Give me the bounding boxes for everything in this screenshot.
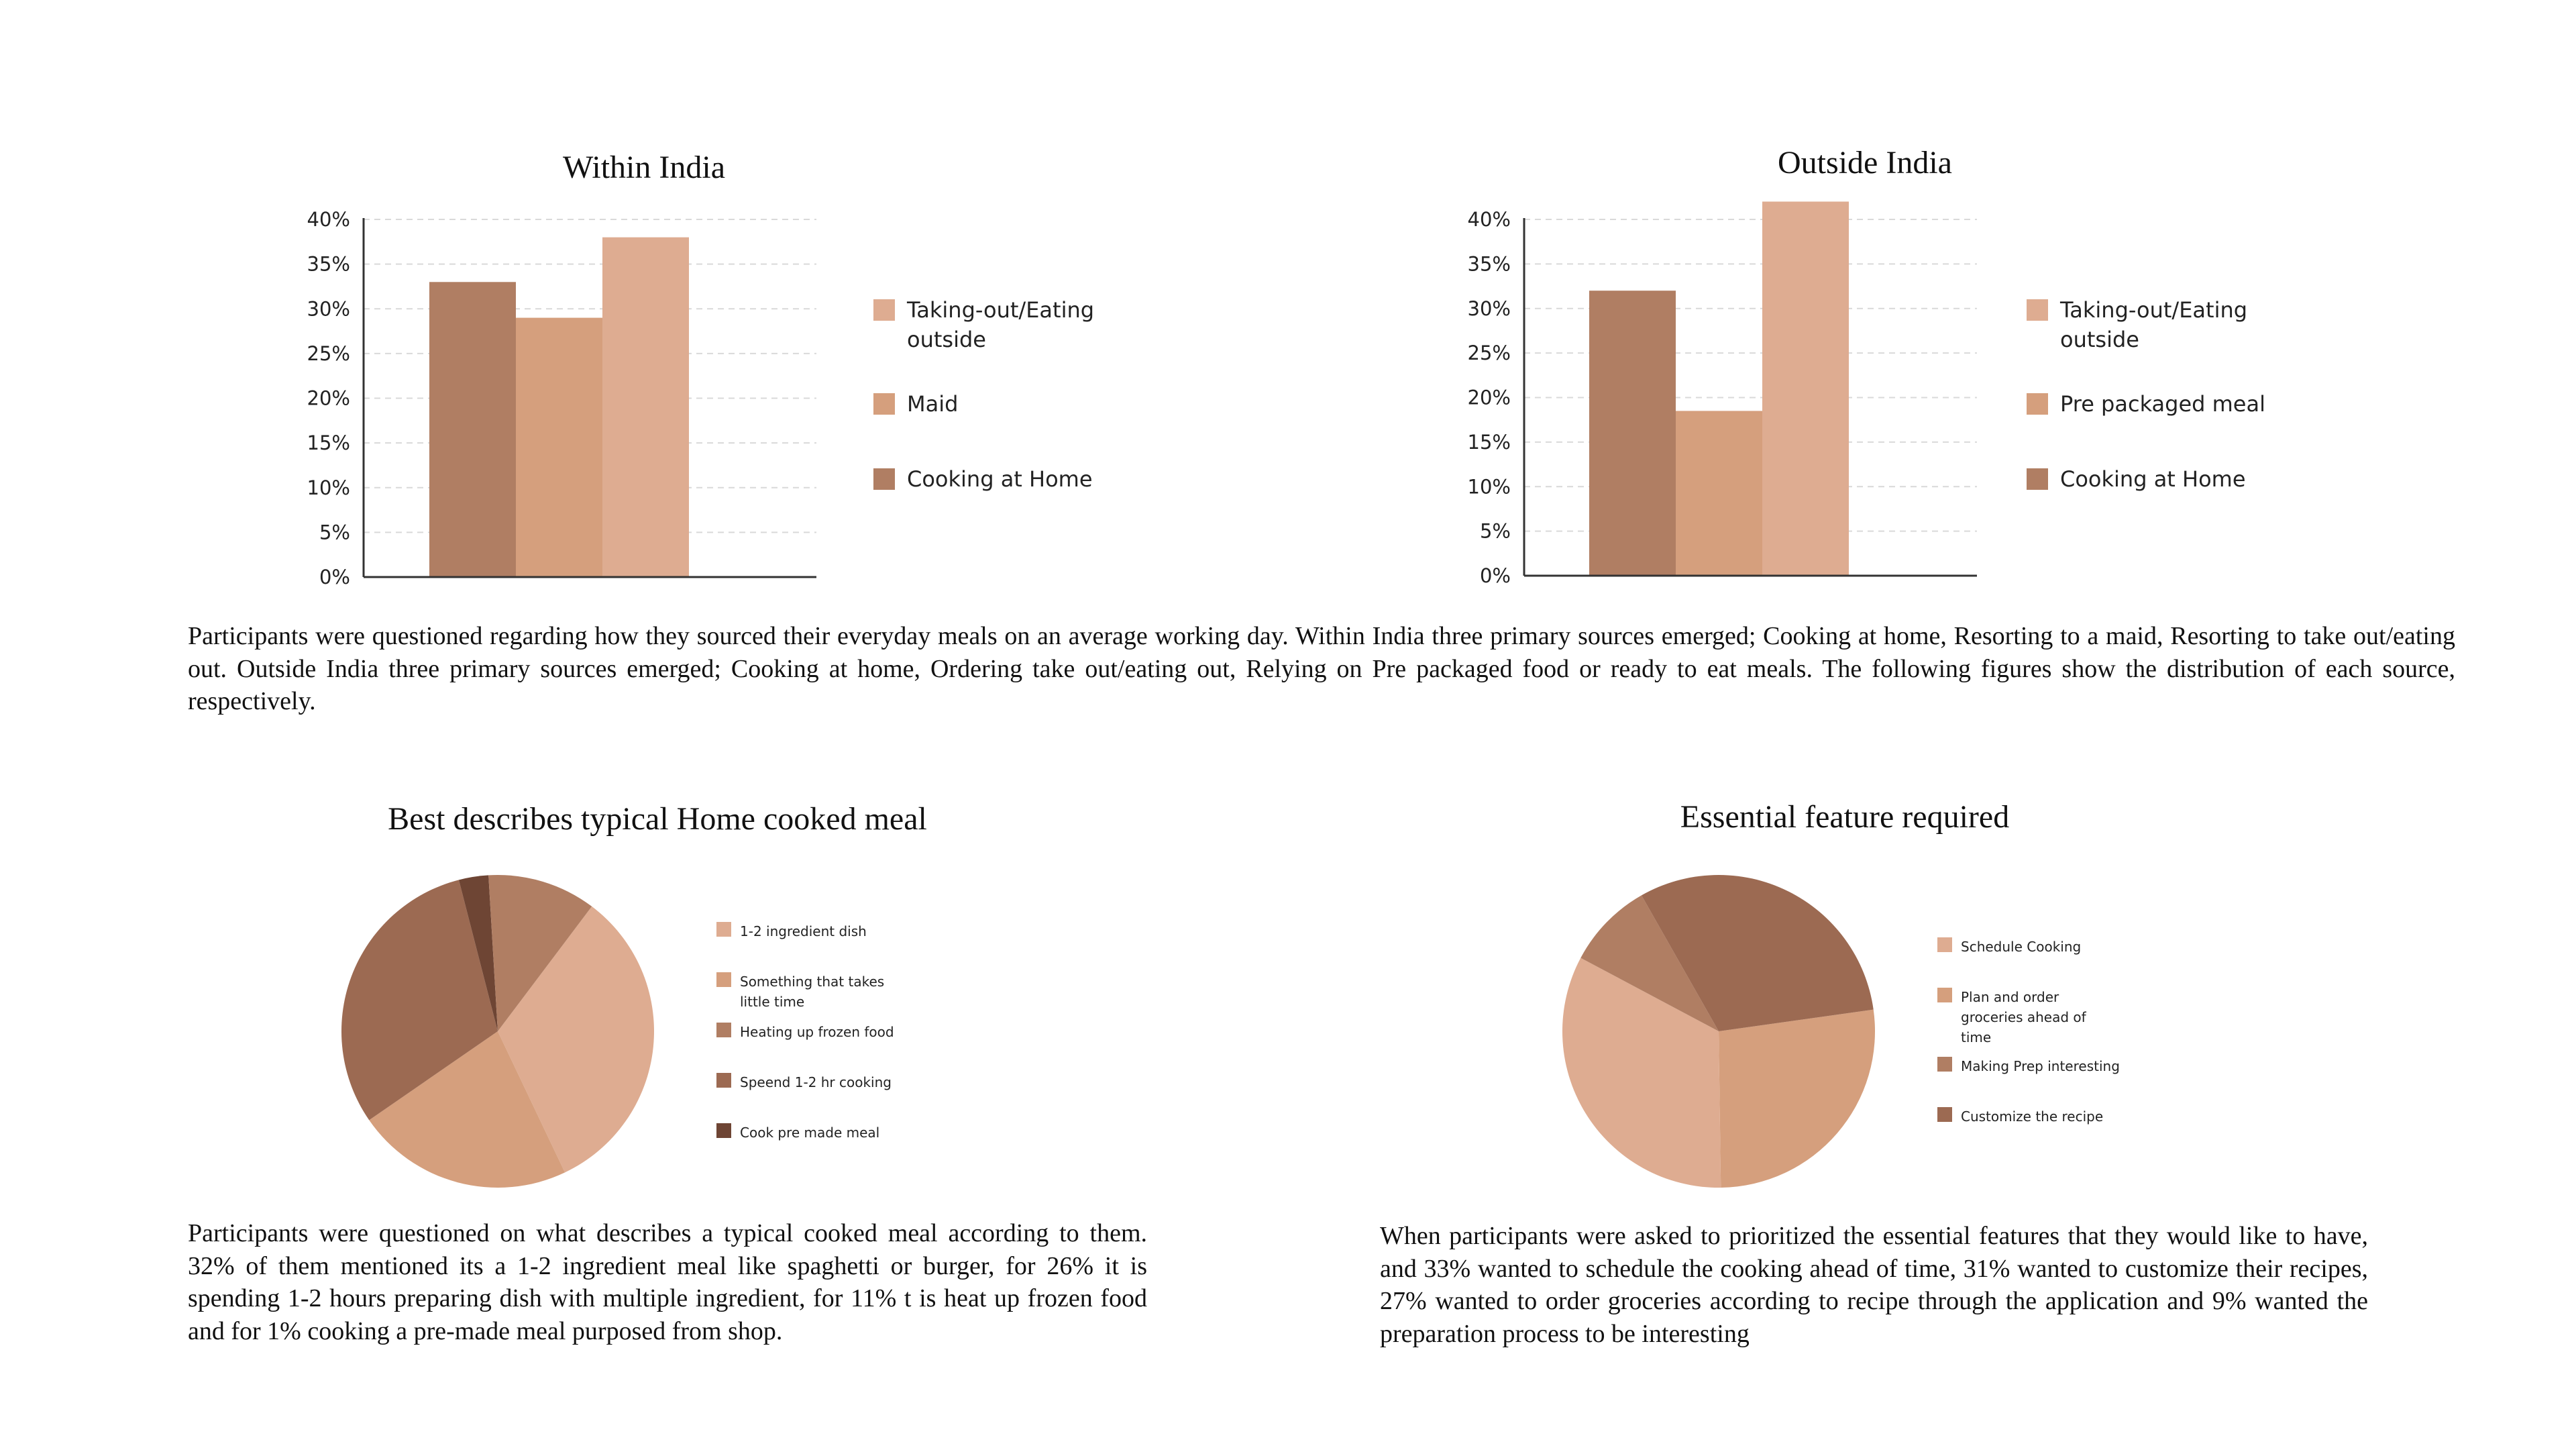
legend-swatch [1937, 1057, 1952, 1072]
legend-swatch [1937, 988, 1952, 1002]
paragraph-home-cooked-meal: Participants were questioned on what des… [188, 1219, 1147, 1345]
legend-swatch [873, 393, 895, 415]
y-tick-label: 30% [1468, 297, 1511, 320]
legend-label: Customize the recipe [1961, 1108, 2104, 1125]
legend-item: Customize the recipe [1937, 1106, 2135, 1127]
legend-swatch [716, 1123, 731, 1138]
pie-chart-svg [341, 875, 654, 1188]
legend-swatch [716, 922, 731, 937]
legend-item: Heating up frozen food [716, 1022, 914, 1042]
paragraph-essential-features: When participants were asked to prioriti… [1380, 1222, 2368, 1348]
pie-slice [341, 880, 498, 1121]
legend-label: Taking-out/Eating outside [2060, 297, 2248, 352]
y-tick-label: 40% [1468, 208, 1511, 231]
legend-label: Something that takes little time [740, 974, 885, 1010]
chart-title: Essential feature required [1680, 799, 2010, 835]
legend-label: Pre packaged meal [2060, 391, 2265, 417]
pie-slice [1719, 1009, 1876, 1188]
pie-chart-home-cooked-meal: Best describes typical Home cooked meal … [0, 0, 1288, 1208]
bar [516, 317, 602, 577]
legend-swatch [716, 1073, 731, 1088]
legend-item: Pre packaged meal [2027, 389, 2282, 419]
legend-item: Taking-out/Eating outside [2027, 295, 2282, 354]
y-tick-label: 0% [319, 566, 350, 588]
legend-label: Making Prep interesting [1961, 1058, 2120, 1074]
legend-item: Taking-out/Eating outside [873, 295, 1128, 354]
y-tick-label: 25% [1468, 342, 1511, 364]
legend-swatch [2027, 393, 2048, 415]
y-tick-label: 10% [1468, 475, 1511, 498]
pie-slice [369, 1031, 566, 1188]
pie-slice [498, 906, 654, 1173]
pie-chart-essential-feature: Essential feature required Schedule Cook… [1562, 799, 2152, 1188]
pie-slice [1580, 895, 1719, 1031]
legend-label: Cooking at Home [2060, 466, 2246, 492]
chart-legend: Schedule Cooking Plan and order grocerie… [1937, 937, 2152, 1138]
y-tick-label: 20% [307, 387, 350, 410]
legend-label: Taking-out/Eating outside [907, 297, 1095, 352]
legend-swatch [716, 972, 731, 987]
y-tick-label: 35% [307, 253, 350, 276]
chart-title: Within India [562, 150, 725, 185]
pie-chart-svg [1562, 875, 1876, 1188]
legend-item: Maid [873, 389, 1128, 419]
bar-chart-within-india: Within India 0% 5% 10% 15% 20% 25% 30% 35% 40% T… [0, 0, 1288, 604]
legend-swatch [2027, 299, 2048, 321]
legend-label: 1-2 ingredient dish [740, 923, 867, 939]
legend-item: Cooking at Home [873, 464, 1128, 494]
legend-label: Cooking at Home [907, 466, 1093, 492]
y-tick-label: 0% [1480, 564, 1511, 587]
chart-legend: Taking-out/Eating outside Maid Cooking a… [873, 295, 1142, 510]
y-tick-label: 5% [1480, 520, 1511, 543]
legend-item: Cook pre made meal [716, 1123, 914, 1143]
pie-slice [488, 875, 592, 1031]
legend-item: Making Prep interesting [1937, 1056, 2135, 1076]
legend-swatch [873, 468, 895, 490]
y-tick-label: 40% [307, 208, 350, 231]
bar [602, 237, 689, 577]
legend-item: Schedule Cooking [1937, 937, 2135, 957]
bar [1589, 291, 1676, 576]
legend-label: Speend 1-2 hr cooking [740, 1074, 892, 1090]
legend-item: 1-2 ingredient dish [716, 921, 914, 941]
pie-slice [1641, 875, 1874, 1031]
bar [1676, 411, 1762, 576]
y-tick-label: 30% [307, 297, 350, 320]
bar-chart-svg: 0% 5% 10% 15% 20% 25% 30% 35% 40% [307, 208, 816, 588]
legend-swatch [2027, 468, 2048, 490]
chart-title: Best describes typical Home cooked meal [388, 801, 927, 837]
y-tick-label: 5% [319, 521, 350, 543]
bar [1762, 201, 1849, 576]
legend-swatch [1937, 1107, 1952, 1122]
bar-chart-svg: 0% 5% 10% 15% 20% 25% 30% 35% 40% [1468, 201, 1977, 587]
pie-slice [458, 875, 498, 1031]
chart-title: Outside India [1778, 145, 1952, 180]
y-tick-label: 35% [1468, 252, 1511, 275]
chart-legend: Taking-out/Eating outside Pre packaged m… [2027, 295, 2295, 510]
legend-swatch [716, 1023, 731, 1037]
legend-swatch [873, 299, 895, 321]
legend-label: Cook pre made meal [740, 1125, 880, 1141]
y-tick-label: 15% [307, 431, 350, 454]
bar-chart-outside-india: Outside India 0% 5% 10% 15% 20% 25% 30% 35% 40% … [0, 0, 2576, 604]
legend-item: Plan and order groceries ahead of time [1937, 987, 2112, 1047]
legend-item: Cooking at Home [2027, 464, 2282, 494]
y-tick-label: 25% [307, 342, 350, 365]
legend-label: Maid [907, 391, 959, 417]
y-tick-label: 15% [1468, 431, 1511, 454]
legend-swatch [1937, 937, 1952, 952]
legend-item: Speend 1-2 hr cooking [716, 1072, 914, 1092]
y-tick-label: 20% [1468, 386, 1511, 409]
pie-slice [1562, 957, 1721, 1188]
bar [429, 282, 516, 577]
legend-label: Schedule Cooking [1961, 939, 2082, 955]
legend-label: Heating up frozen food [740, 1024, 894, 1040]
legend-item: Something that takes little time [716, 972, 914, 1012]
chart-legend: 1-2 ingredient dish Something that takes… [716, 921, 931, 1149]
paragraph-meal-sources: Participants were questioned regarding h… [188, 622, 2455, 715]
legend-label: Plan and order groceries ahead of time [1961, 989, 2086, 1045]
y-tick-label: 10% [307, 476, 350, 499]
